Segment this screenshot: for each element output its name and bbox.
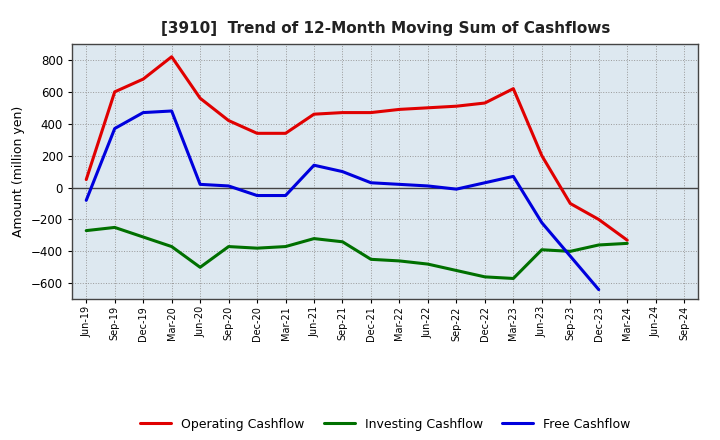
Investing Cashflow xyxy=(395,258,404,264)
Operating Cashflow xyxy=(395,107,404,112)
Free Cashflow xyxy=(338,169,347,174)
Operating Cashflow xyxy=(623,238,631,243)
Free Cashflow xyxy=(595,287,603,292)
Investing Cashflow xyxy=(566,249,575,254)
Operating Cashflow xyxy=(452,103,461,109)
Operating Cashflow xyxy=(509,86,518,92)
Line: Operating Cashflow: Operating Cashflow xyxy=(86,57,627,240)
Free Cashflow xyxy=(366,180,375,185)
Investing Cashflow xyxy=(537,247,546,253)
Operating Cashflow xyxy=(537,153,546,158)
Operating Cashflow xyxy=(595,217,603,222)
Title: [3910]  Trend of 12-Month Moving Sum of Cashflows: [3910] Trend of 12-Month Moving Sum of C… xyxy=(161,21,610,36)
Investing Cashflow xyxy=(282,244,290,249)
Operating Cashflow xyxy=(366,110,375,115)
Free Cashflow xyxy=(225,183,233,189)
Investing Cashflow xyxy=(423,261,432,267)
Operating Cashflow xyxy=(196,95,204,101)
Investing Cashflow xyxy=(310,236,318,241)
Operating Cashflow xyxy=(480,100,489,106)
Free Cashflow xyxy=(452,187,461,192)
Operating Cashflow xyxy=(139,77,148,82)
Line: Investing Cashflow: Investing Cashflow xyxy=(86,227,627,279)
Free Cashflow xyxy=(167,108,176,114)
Investing Cashflow xyxy=(225,244,233,249)
Operating Cashflow xyxy=(310,111,318,117)
Investing Cashflow xyxy=(167,244,176,249)
Investing Cashflow xyxy=(110,225,119,230)
Line: Free Cashflow: Free Cashflow xyxy=(86,111,599,290)
Investing Cashflow xyxy=(139,235,148,240)
Investing Cashflow xyxy=(338,239,347,245)
Free Cashflow xyxy=(282,193,290,198)
Free Cashflow xyxy=(509,174,518,179)
Operating Cashflow xyxy=(338,110,347,115)
Investing Cashflow xyxy=(253,246,261,251)
Investing Cashflow xyxy=(366,257,375,262)
Operating Cashflow xyxy=(423,105,432,110)
Free Cashflow xyxy=(139,110,148,115)
Free Cashflow xyxy=(480,180,489,185)
Free Cashflow xyxy=(196,182,204,187)
Investing Cashflow xyxy=(623,241,631,246)
Operating Cashflow xyxy=(225,118,233,123)
Free Cashflow xyxy=(566,253,575,259)
Free Cashflow xyxy=(82,198,91,203)
Investing Cashflow xyxy=(196,265,204,270)
Investing Cashflow xyxy=(509,276,518,281)
Investing Cashflow xyxy=(595,242,603,248)
Operating Cashflow xyxy=(253,131,261,136)
Operating Cashflow xyxy=(110,89,119,95)
Free Cashflow xyxy=(310,162,318,168)
Operating Cashflow xyxy=(167,54,176,59)
Free Cashflow xyxy=(253,193,261,198)
Free Cashflow xyxy=(537,220,546,225)
Free Cashflow xyxy=(110,126,119,131)
Investing Cashflow xyxy=(452,268,461,273)
Free Cashflow xyxy=(395,182,404,187)
Operating Cashflow xyxy=(566,201,575,206)
Investing Cashflow xyxy=(480,274,489,279)
Operating Cashflow xyxy=(82,177,91,182)
Free Cashflow xyxy=(423,183,432,189)
Y-axis label: Amount (million yen): Amount (million yen) xyxy=(12,106,25,237)
Operating Cashflow xyxy=(282,131,290,136)
Legend: Operating Cashflow, Investing Cashflow, Free Cashflow: Operating Cashflow, Investing Cashflow, … xyxy=(135,413,635,436)
Investing Cashflow xyxy=(82,228,91,233)
